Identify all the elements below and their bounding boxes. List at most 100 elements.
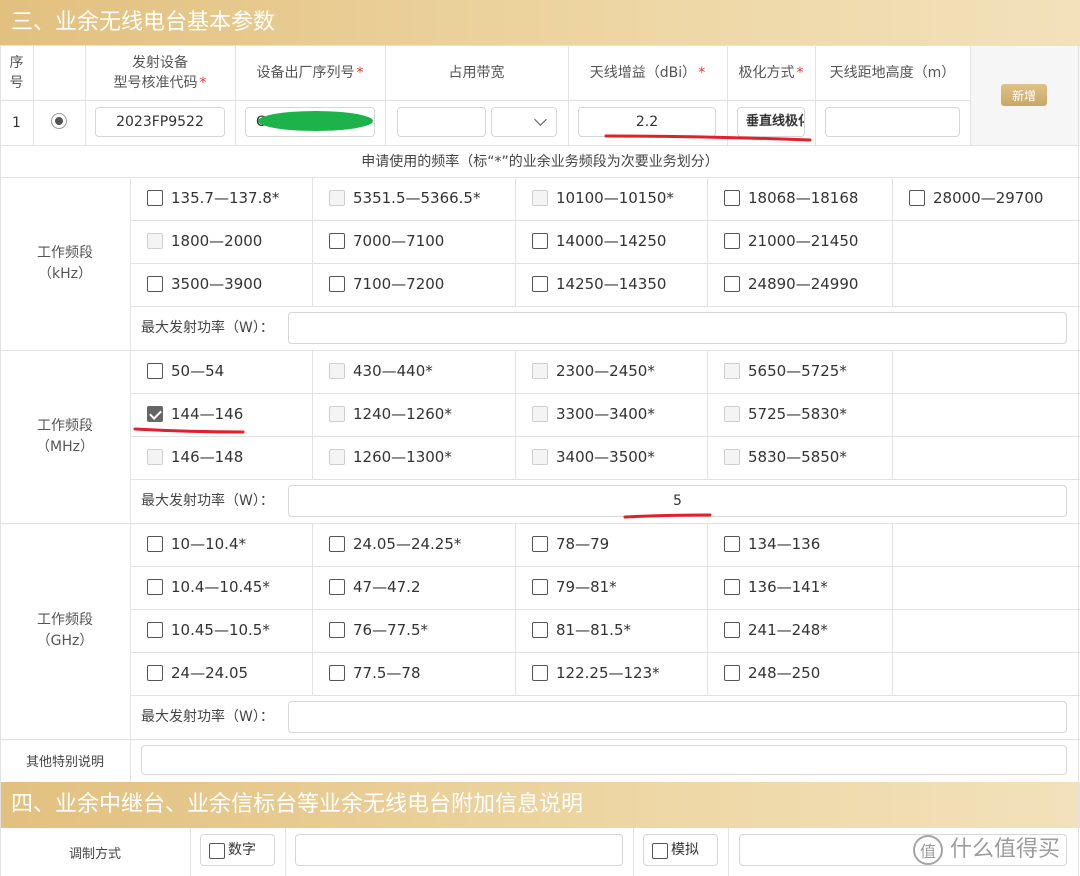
checkbox[interactable] — [329, 665, 345, 681]
height-input[interactable] — [825, 107, 960, 137]
checkbox — [329, 406, 345, 422]
divider — [130, 566, 1080, 567]
option-box[interactable]: 模拟 — [643, 834, 718, 866]
divider — [1078, 145, 1079, 876]
polarization-input[interactable]: 垂直线极化 — [737, 107, 805, 137]
header-cell: 设备出厂序列号 * — [235, 45, 385, 100]
divider — [312, 436, 313, 479]
checkbox — [532, 406, 548, 422]
header-text: 型号核准代码 * — [113, 74, 207, 91]
checkbox[interactable] — [532, 276, 548, 292]
divider — [130, 220, 131, 263]
divider — [0, 145, 1080, 146]
checkbox[interactable] — [532, 665, 548, 681]
divider — [130, 393, 1080, 394]
checkbox — [329, 449, 345, 465]
divider — [515, 350, 516, 393]
divider — [85, 45, 86, 145]
divider — [515, 263, 516, 306]
checkbox[interactable] — [147, 579, 163, 595]
divider — [892, 652, 893, 695]
checkbox[interactable] — [147, 622, 163, 638]
radio-dot — [55, 117, 63, 125]
divider — [707, 652, 708, 695]
divider — [707, 566, 708, 609]
checkbox[interactable] — [724, 233, 740, 249]
checkbox[interactable] — [532, 579, 548, 595]
divider — [312, 523, 313, 566]
divider — [0, 100, 970, 101]
freq-label: 3400—3500* — [556, 448, 655, 466]
checkbox[interactable] — [329, 536, 345, 552]
header-text: 号 — [9, 74, 24, 91]
divider — [0, 523, 1080, 524]
freq-label: 24890—24990 — [748, 275, 859, 293]
freq-label: 241—248* — [748, 621, 828, 639]
radio[interactable] — [51, 113, 67, 129]
add-button[interactable]: 新增 — [1001, 84, 1047, 106]
checkbox[interactable] — [724, 665, 740, 681]
power-input[interactable] — [288, 701, 1067, 733]
freq-label: 7100—7200 — [353, 275, 445, 293]
checkbox[interactable] — [209, 843, 225, 859]
freq-label: 134—136 — [748, 535, 821, 553]
checkbox[interactable] — [329, 276, 345, 292]
divider — [727, 45, 728, 145]
watermark-logo: 值 — [913, 835, 943, 865]
unit-select[interactable] — [491, 107, 557, 137]
option-input[interactable] — [739, 834, 1067, 866]
divider — [33, 45, 34, 145]
divider — [130, 177, 131, 220]
divider — [130, 263, 1080, 264]
freq-label: 1260—1300* — [353, 448, 452, 466]
power-input[interactable] — [288, 312, 1067, 344]
checkbox[interactable] — [329, 622, 345, 638]
checkbox[interactable] — [147, 190, 163, 206]
option-label: 数字 — [228, 842, 256, 858]
gain-input[interactable]: 2.2 — [578, 107, 716, 137]
power-input[interactable]: 5 — [288, 485, 1067, 517]
divider — [312, 350, 313, 393]
divider — [515, 609, 516, 652]
divider — [0, 350, 1080, 351]
other-label: 其他特别说明 — [25, 754, 104, 770]
option-box[interactable]: 数字 — [200, 834, 275, 866]
checkbox[interactable] — [329, 579, 345, 595]
checkbox[interactable] — [724, 276, 740, 292]
divider — [515, 566, 516, 609]
header-text: 天线距地高度（m） — [829, 64, 956, 81]
checkbox[interactable] — [147, 363, 163, 379]
bandwidth-input[interactable] — [397, 107, 486, 137]
other-input[interactable] — [141, 745, 1067, 775]
freq-label: 28000—29700 — [933, 189, 1044, 207]
checkbox[interactable] — [147, 406, 163, 422]
check-mark — [149, 407, 162, 420]
band-label-text: （MHz） — [36, 438, 94, 455]
band-label-text: 工作频段 — [37, 612, 93, 628]
required-mark: * — [199, 74, 207, 91]
checkbox[interactable] — [724, 190, 740, 206]
freq-label: 10—10.4* — [171, 535, 246, 553]
checkbox[interactable] — [652, 843, 668, 859]
freq-label: 7000—7100 — [353, 232, 445, 250]
checkbox[interactable] — [532, 622, 548, 638]
header-cell: 序号 — [0, 45, 33, 100]
checkbox[interactable] — [724, 536, 740, 552]
checkbox[interactable] — [329, 233, 345, 249]
checkbox[interactable] — [532, 233, 548, 249]
checkbox[interactable] — [147, 665, 163, 681]
option-input[interactable] — [295, 834, 623, 866]
approval-code-input[interactable]: 2023FP9522 — [95, 107, 225, 137]
header-cell: 占用带宽 — [385, 45, 568, 100]
checkbox[interactable] — [724, 579, 740, 595]
divider — [633, 828, 634, 876]
freq-label: 3500—3900 — [171, 275, 263, 293]
checkbox[interactable] — [147, 536, 163, 552]
checkbox[interactable] — [532, 536, 548, 552]
checkbox — [147, 449, 163, 465]
divider — [707, 393, 708, 436]
checkbox[interactable] — [147, 276, 163, 292]
checkbox[interactable] — [909, 190, 925, 206]
checkbox[interactable] — [724, 622, 740, 638]
